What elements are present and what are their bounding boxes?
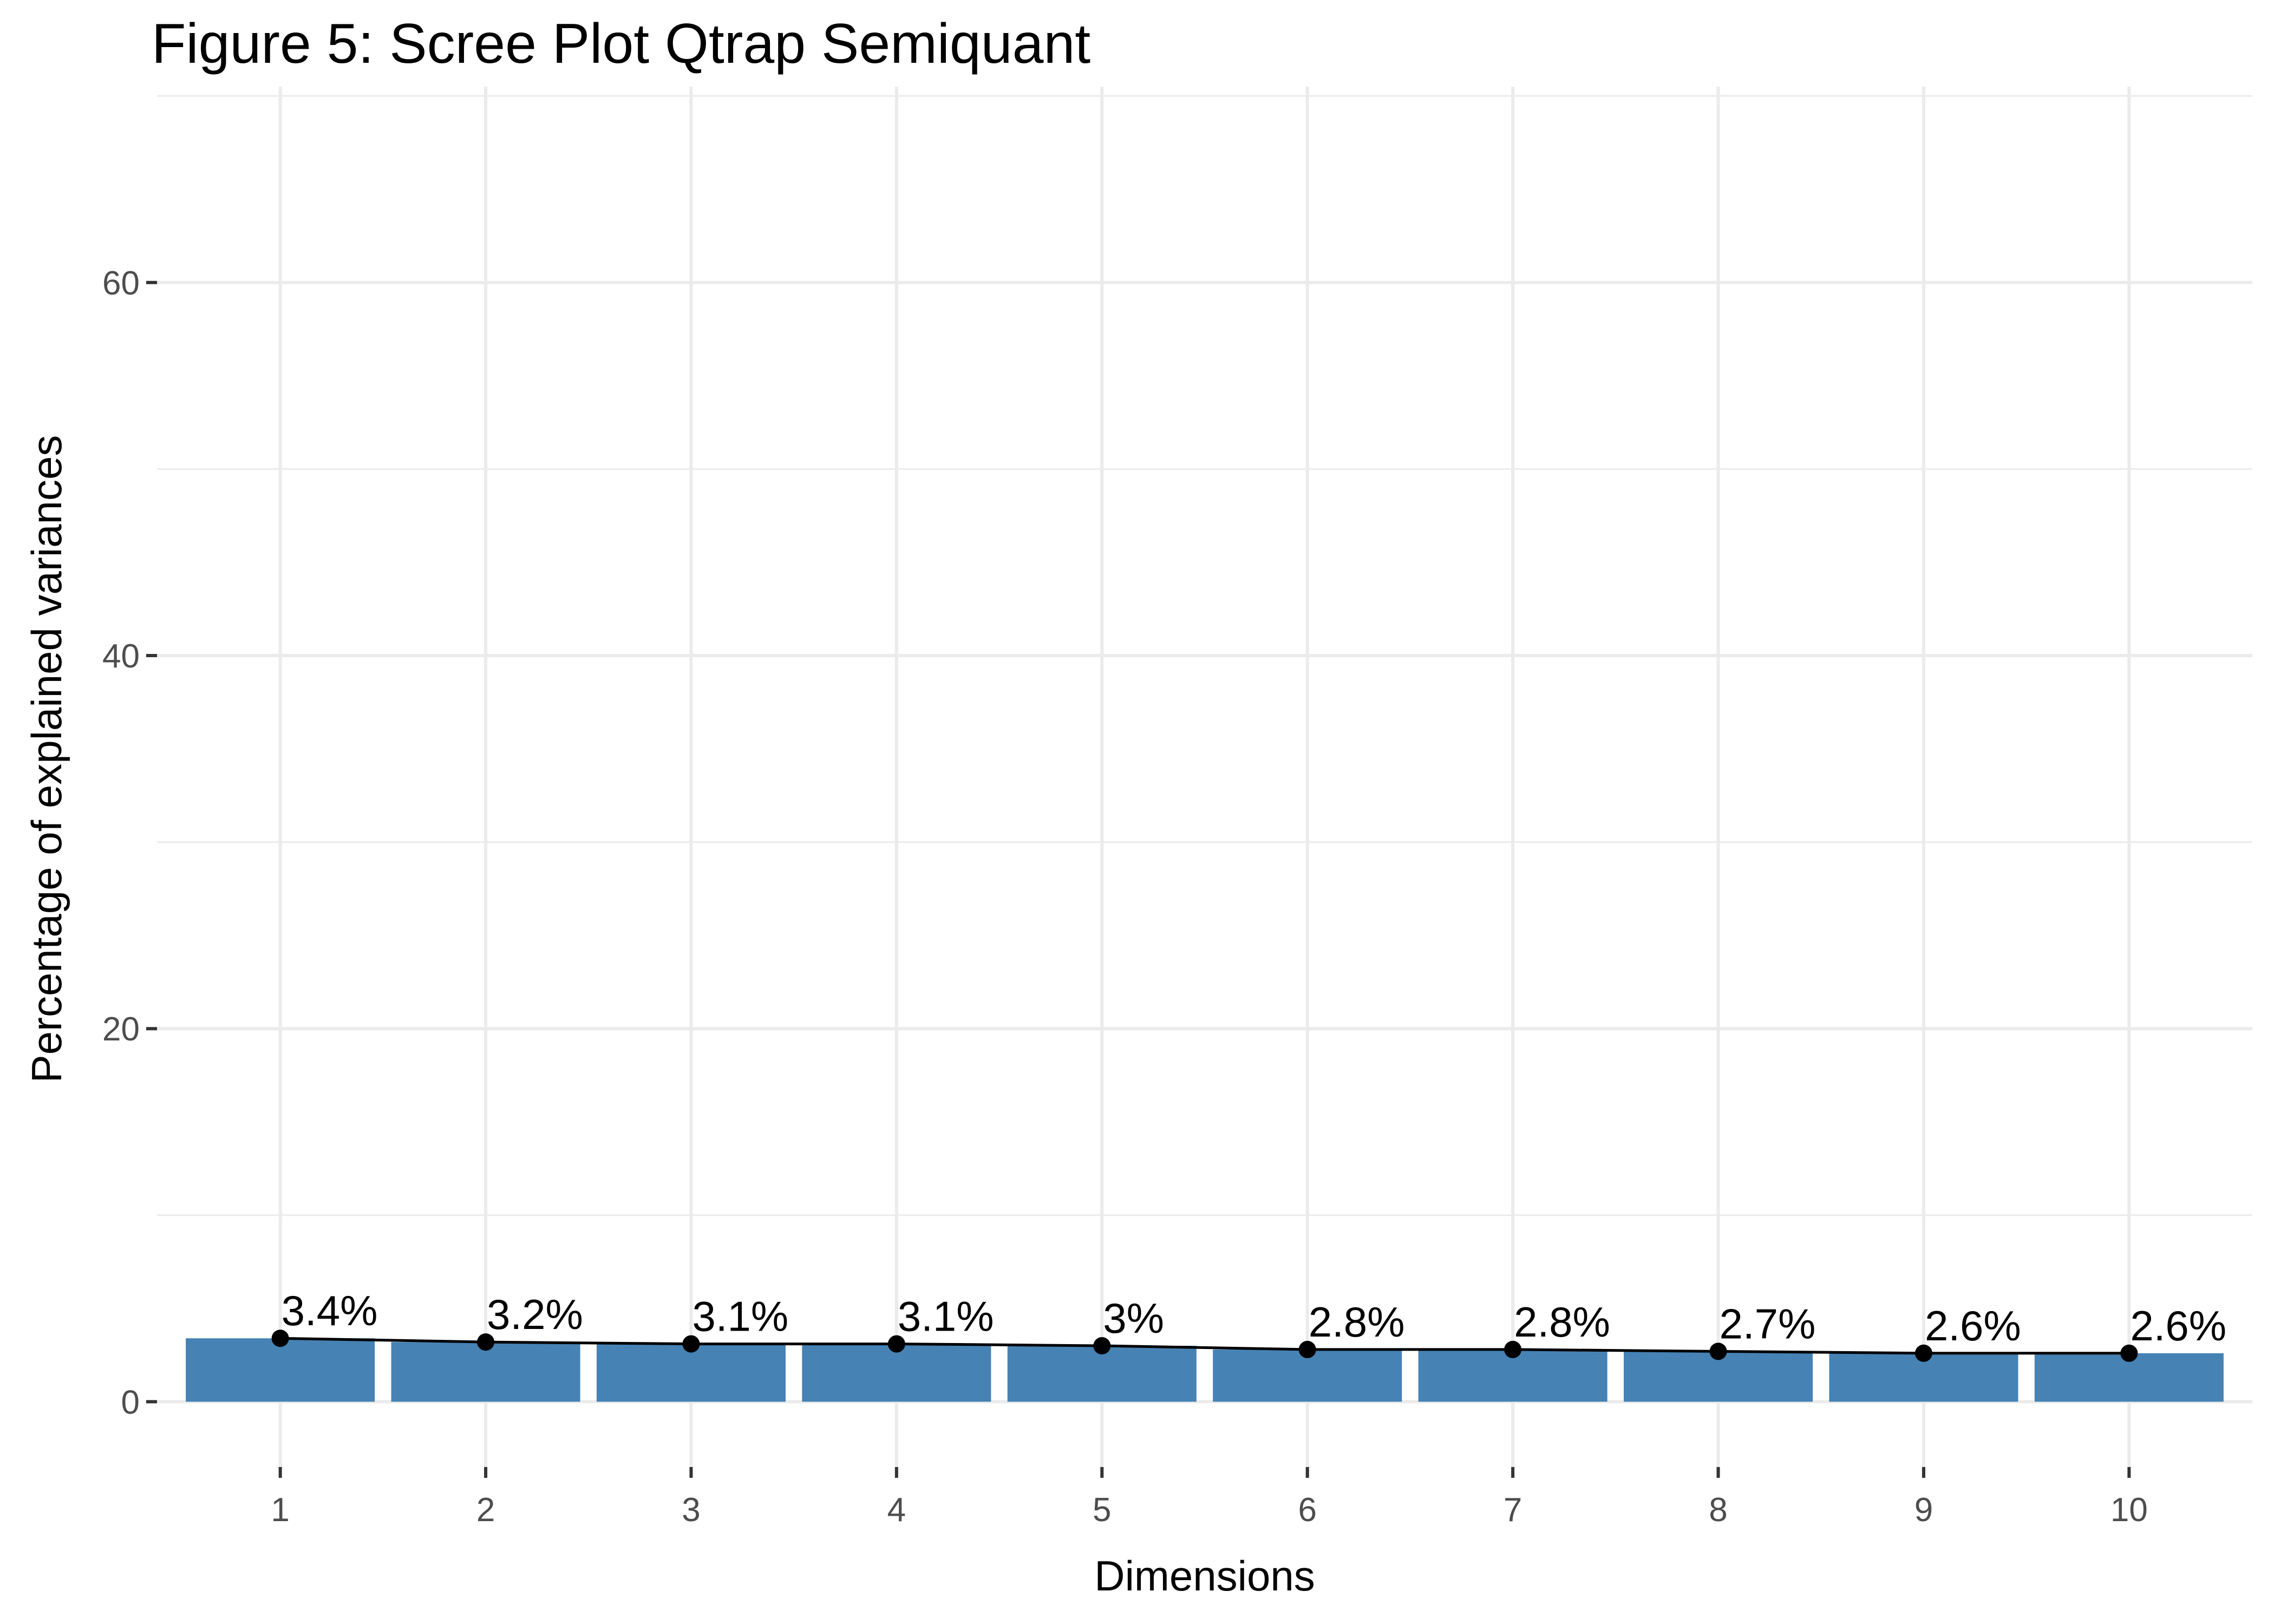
bar <box>1213 1349 1402 1402</box>
x-tick-label: 4 <box>887 1491 906 1529</box>
data-label: 3% <box>1103 1294 1164 1342</box>
y-tick-label: 60 <box>102 265 140 302</box>
data-label: 3.1% <box>898 1293 994 1340</box>
data-label: 3.4% <box>282 1287 378 1334</box>
data-point <box>1709 1343 1727 1360</box>
x-tick-label: 7 <box>1504 1491 1522 1529</box>
data-point <box>271 1330 289 1347</box>
data-point <box>1093 1337 1111 1355</box>
x-tick-label: 2 <box>476 1491 495 1529</box>
x-axis-title: Dimensions <box>1094 1552 1315 1600</box>
axes-layer: 0 20 40 60 1 2 3 4 5 6 7 8 9 10 <box>102 265 2148 1529</box>
data-label: 2.6% <box>1925 1302 2021 1350</box>
x-tick-label: 8 <box>1709 1491 1727 1529</box>
x-tick-label: 10 <box>2110 1491 2148 1529</box>
bar <box>596 1344 786 1402</box>
data-point <box>1914 1344 1932 1362</box>
bar <box>1418 1349 1608 1402</box>
data-label: 2.8% <box>1309 1298 1405 1346</box>
data-label: 2.6% <box>2130 1302 2226 1350</box>
y-tick-label: 20 <box>102 1011 140 1048</box>
grid-layer <box>157 87 2252 1467</box>
chart-title: Figure 5: Scree Plot Qtrap Semiquant <box>152 12 1090 75</box>
y-tick-label: 40 <box>102 638 140 675</box>
data-point <box>1298 1340 1316 1358</box>
data-labels-layer: 3.4% 3.2% 3.1% 3.1% 3% 2.8% 2.8% 2.7% 2.6% 2.6% <box>282 1287 2227 1350</box>
bars-layer <box>186 1338 2224 1402</box>
x-tick-label: 9 <box>1914 1491 1933 1529</box>
bar <box>391 1342 580 1402</box>
bar <box>802 1344 991 1402</box>
line-layer <box>271 1330 2138 1362</box>
x-tick-label: 1 <box>271 1491 289 1529</box>
data-point <box>477 1333 495 1351</box>
data-label: 3.1% <box>692 1293 788 1340</box>
data-label: 3.2% <box>487 1291 583 1338</box>
y-axis-title: Percentage of explained variances <box>23 435 70 1083</box>
x-tick-label: 6 <box>1298 1491 1316 1529</box>
y-tick-label: 0 <box>121 1384 140 1421</box>
data-point <box>887 1335 905 1353</box>
variance-line <box>280 1337 2129 1355</box>
data-point <box>682 1335 700 1353</box>
data-label: 2.8% <box>1514 1298 1610 1346</box>
data-point <box>2120 1344 2138 1362</box>
data-point <box>1504 1340 1522 1358</box>
x-tick-label: 3 <box>682 1491 700 1529</box>
data-label: 2.7% <box>1720 1300 1816 1347</box>
x-tick-label: 5 <box>1093 1491 1111 1529</box>
bar <box>1007 1346 1197 1402</box>
bar <box>186 1338 375 1402</box>
